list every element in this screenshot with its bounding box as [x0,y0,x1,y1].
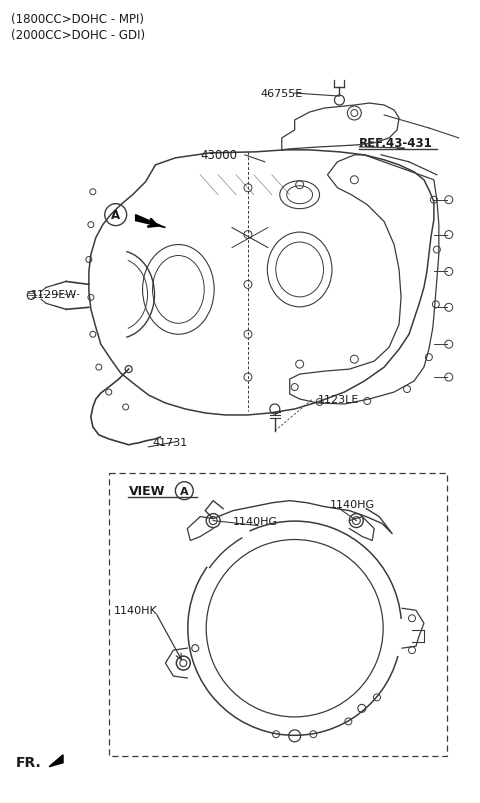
FancyBboxPatch shape [109,473,447,756]
Text: 1140HG: 1140HG [329,499,374,509]
Text: 43000: 43000 [200,149,237,162]
Text: (1800CC>DOHC - MPI): (1800CC>DOHC - MPI) [12,13,144,26]
Polygon shape [49,755,63,767]
Polygon shape [136,215,166,228]
Text: A: A [180,486,189,496]
Text: (2000CC>DOHC - GDI): (2000CC>DOHC - GDI) [12,29,145,42]
Text: FR.: FR. [15,755,41,768]
Text: 1140HG: 1140HG [233,516,278,526]
Text: A: A [111,209,120,222]
Text: 46755E: 46755E [261,89,303,99]
Text: 1140HK: 1140HK [114,605,157,616]
Text: 1123LE: 1123LE [318,394,359,405]
Text: REF.43-431: REF.43-431 [360,137,433,150]
Text: 1129EW: 1129EW [31,290,77,300]
Text: VIEW: VIEW [129,484,165,498]
Text: 41731: 41731 [153,438,188,447]
